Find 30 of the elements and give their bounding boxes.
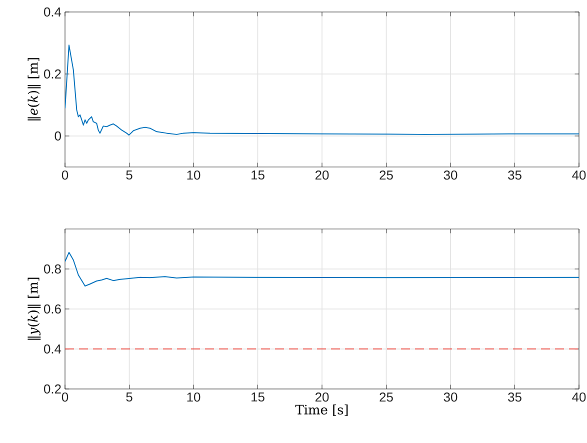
x-tick-label: 35 <box>508 170 522 180</box>
y-axis-title: ‖y(k)‖ [m] <box>28 278 41 340</box>
y-tick-label: 0 <box>54 131 61 141</box>
x-tick-label: 0 <box>62 392 68 402</box>
x-tick-label: 30 <box>444 392 458 402</box>
x-tick-label: 35 <box>508 392 522 402</box>
y-tick-label: 0.4 <box>44 344 62 354</box>
line-series <box>65 44 580 136</box>
x-tick-label: 25 <box>380 392 393 402</box>
x-tick-label: 30 <box>444 170 458 180</box>
x-tick-label: 15 <box>252 392 264 402</box>
x-tick-label: 5 <box>126 392 132 402</box>
y-tick-label: 0.2 <box>44 69 61 79</box>
x-tick-label: 10 <box>187 392 200 402</box>
x-tick-label: 40 <box>572 170 586 180</box>
x-tick-label: 10 <box>187 170 200 180</box>
line-series <box>65 252 580 286</box>
y-tick-label: 0.6 <box>44 304 61 314</box>
x-axis-title: Time [s] <box>295 404 348 416</box>
y-tick-label: 0.8 <box>44 264 61 274</box>
x-tick-label: 5 <box>126 170 132 180</box>
y-tick-label: 0.2 <box>44 384 61 394</box>
x-tick-label: 20 <box>315 170 329 180</box>
x-tick-label: 20 <box>315 392 329 402</box>
x-tick-label: 0 <box>62 170 68 180</box>
x-tick-label: 40 <box>572 392 586 402</box>
x-tick-label: 25 <box>380 170 393 180</box>
x-tick-label: 15 <box>252 170 264 180</box>
y-tick-label: 0.4 <box>44 7 62 17</box>
y-axis-title: ‖e(k)‖ [m] <box>28 58 41 120</box>
